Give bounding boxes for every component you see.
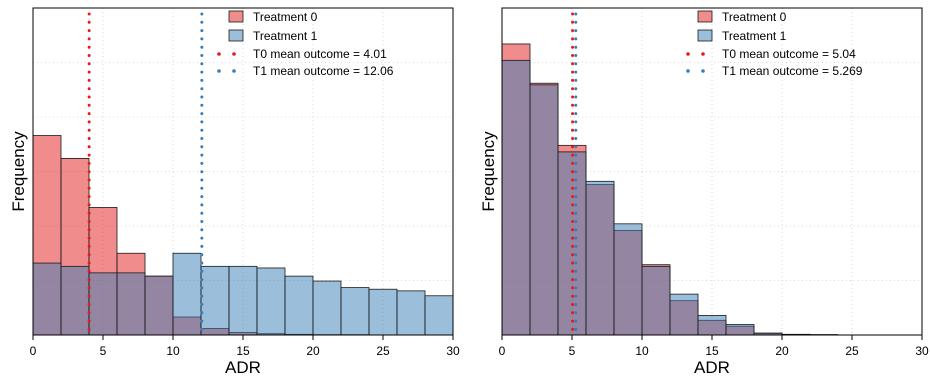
- histogram-bar-treatment1: [529, 84, 559, 336]
- legend-dot: [701, 52, 705, 56]
- legend-dot: [232, 52, 236, 56]
- histogram-bar-treatment1: [424, 295, 454, 336]
- legend-dot: [217, 52, 221, 56]
- legend-label: Treatment 0: [253, 10, 318, 24]
- legend-swatch: [697, 29, 713, 42]
- histogram-bar-treatment1: [88, 272, 118, 336]
- legend-mean-label: T1 mean outcome = 12.06: [253, 64, 394, 78]
- x-tick-label: 25: [376, 344, 390, 358]
- legend-dot: [232, 69, 236, 73]
- legend-mean-label: T1 mean outcome = 5.269: [722, 64, 863, 78]
- histogram-bar-treatment1: [256, 267, 286, 336]
- legend-label: Treatment 0: [722, 10, 787, 24]
- x-tick-label: 5: [100, 344, 107, 358]
- legend-swatch: [697, 10, 713, 23]
- histogram-bar-treatment1: [284, 275, 314, 336]
- legend: Treatment 0 Treatment 1 T0 mean outcome = …: [217, 10, 394, 78]
- legend-swatch: [228, 10, 244, 23]
- x-tick-label: 20: [306, 344, 320, 358]
- legend-dot: [701, 69, 705, 73]
- histogram-bar-treatment1: [60, 265, 90, 336]
- legend-dot: [217, 69, 221, 73]
- legend-mean-label: T0 mean outcome = 5.04: [722, 47, 856, 61]
- legend-label: Treatment 1: [253, 29, 318, 43]
- x-tick-label: 0: [30, 344, 37, 358]
- histogram-bar-treatment1: [116, 272, 146, 336]
- x-tick-label: 20: [775, 344, 789, 358]
- histogram-bar-treatment1: [144, 275, 174, 336]
- x-tick-label: 15: [236, 344, 250, 358]
- x-tick-label: 15: [705, 344, 719, 358]
- histogram-bar-treatment1: [228, 265, 258, 336]
- x-tick-label: 25: [845, 344, 859, 358]
- histogram-bar-treatment1: [396, 290, 426, 336]
- histogram-bar-treatment1: [501, 59, 531, 336]
- x-tick-label: 0: [499, 344, 506, 358]
- histogram-bar-treatment1: [312, 280, 342, 336]
- y-axis-label: Frequency: [9, 131, 28, 212]
- histogram-bar-treatment1: [669, 293, 699, 336]
- legend-swatch: [228, 29, 244, 42]
- x-tick-label: 10: [635, 344, 649, 358]
- x-tick-label: 30: [915, 344, 929, 358]
- x-axis-label: ADR: [225, 358, 261, 377]
- legend-label: Treatment 1: [722, 29, 787, 43]
- y-axis-label: Frequency: [479, 131, 498, 212]
- histogram-bar-treatment1: [641, 265, 671, 336]
- histogram-bar-treatment1: [725, 324, 755, 336]
- histogram-bar-treatment1: [697, 314, 727, 336]
- histogram-bar-treatment1: [200, 265, 230, 336]
- histogram-bar-treatment1: [32, 262, 62, 336]
- histogram-bar-treatment1: [340, 287, 370, 336]
- x-axis-label: ADR: [694, 358, 730, 377]
- legend-dot: [686, 52, 690, 56]
- histogram-bar-treatment1: [368, 288, 398, 336]
- histogram-bar-treatment1: [613, 223, 643, 336]
- histogram-bar-treatment1: [172, 252, 202, 336]
- legend: Treatment 0 Treatment 1 T0 mean outcome = …: [686, 10, 863, 78]
- histogram-bar-treatment1: [585, 180, 615, 336]
- x-tick-label: 5: [569, 344, 576, 358]
- legend-mean-label: T0 mean outcome = 4.01: [253, 47, 387, 61]
- x-tick-label: 30: [446, 344, 460, 358]
- x-tick-label: 10: [166, 344, 180, 358]
- legend-dot: [686, 69, 690, 73]
